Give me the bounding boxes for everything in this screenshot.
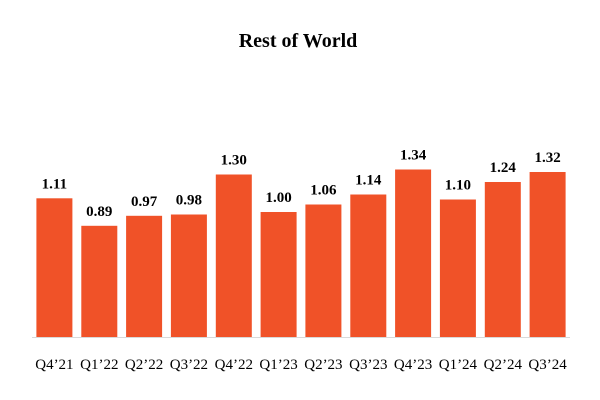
x-tick-label-6: Q2’23 xyxy=(304,357,342,373)
data-label-2: 0.97 xyxy=(131,194,158,210)
x-tick-label-0: Q4’21 xyxy=(35,357,73,373)
bar-0 xyxy=(36,198,73,338)
bar-9 xyxy=(439,199,476,337)
bar-7 xyxy=(350,194,387,337)
bar-10 xyxy=(484,182,521,337)
bar-2 xyxy=(126,215,163,338)
bar-3 xyxy=(170,214,207,337)
data-label-7: 1.14 xyxy=(355,173,382,189)
x-tick-label-5: Q1’23 xyxy=(259,357,297,373)
x-tick-label-3: Q3’22 xyxy=(170,357,208,373)
x-tick-label-7: Q3’23 xyxy=(349,357,387,373)
x-tick-label-9: Q1’24 xyxy=(439,357,478,373)
bar-5 xyxy=(260,212,297,337)
chart-title: Rest of World xyxy=(239,30,358,52)
data-label-0: 1.11 xyxy=(42,176,67,192)
x-tick-label-4: Q4’22 xyxy=(215,357,253,373)
data-label-11: 1.32 xyxy=(534,150,560,166)
data-label-4: 1.30 xyxy=(221,153,247,169)
data-label-9: 1.10 xyxy=(445,178,471,194)
data-label-10: 1.24 xyxy=(490,160,517,176)
bar-11 xyxy=(529,172,566,337)
data-label-5: 1.00 xyxy=(265,190,291,206)
data-label-6: 1.06 xyxy=(310,183,337,199)
x-tick-label-11: Q3’24 xyxy=(528,357,567,373)
data-label-3: 0.98 xyxy=(176,193,202,209)
data-label-1: 0.89 xyxy=(86,204,112,220)
bars-group: 1.11 Q4’21 0.89 Q1’22 0.97 Q2’22 0.98 Q3’22 1.30… xyxy=(35,148,567,374)
x-tick-label-1: Q1’22 xyxy=(80,357,118,373)
bar-1 xyxy=(81,225,118,338)
x-tick-label-10: Q2’24 xyxy=(484,357,523,373)
data-label-8: 1.34 xyxy=(400,148,427,164)
x-tick-label-8: Q4’23 xyxy=(394,357,432,373)
bar-6 xyxy=(305,204,342,337)
bar-4 xyxy=(215,174,252,337)
x-tick-label-2: Q2’22 xyxy=(125,357,163,373)
bar-8 xyxy=(395,169,432,337)
